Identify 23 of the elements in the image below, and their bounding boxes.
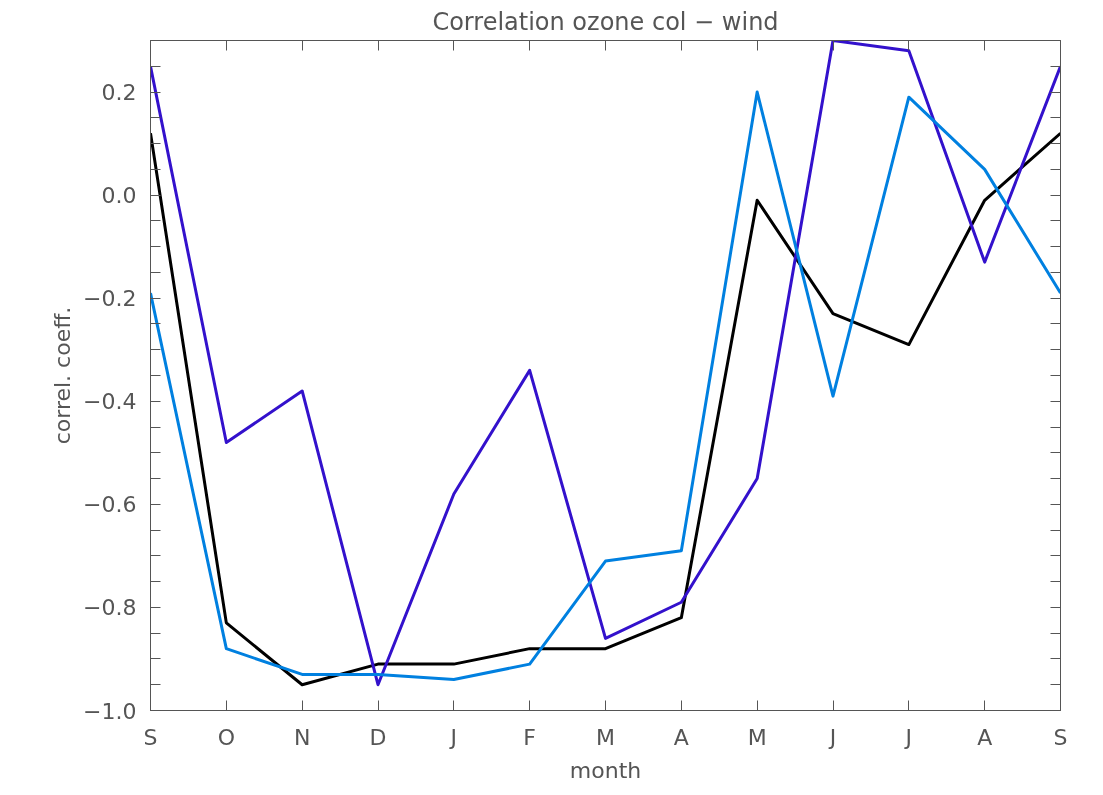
x-tick-label: S — [1053, 724, 1068, 750]
x-tick-label: M — [747, 724, 767, 750]
y-tick-label: −0.4 — [83, 389, 137, 415]
x-tick-label: F — [523, 724, 536, 750]
x-tick-label: J — [827, 724, 837, 750]
x-tick-label: S — [143, 724, 158, 750]
y-axis-title: correl. coeff. — [50, 306, 76, 445]
x-tick-label: J — [903, 724, 913, 750]
x-tick-label: A — [977, 724, 993, 750]
x-tick-label: N — [293, 724, 311, 750]
y-tick-label: −0.2 — [83, 286, 137, 312]
y-tick-label: −0.6 — [83, 492, 137, 518]
y-tick-label: −1.0 — [83, 698, 137, 724]
x-tick-label: M — [596, 724, 615, 750]
x-tick-label: J — [448, 724, 458, 750]
y-tick-label: −0.8 — [83, 595, 137, 621]
y-tick-label: 0.2 — [101, 80, 137, 106]
x-tick-label: D — [369, 724, 387, 750]
x-tick-label: A — [673, 724, 689, 750]
x-axis-title: month — [569, 757, 642, 783]
x-tick-label: O — [217, 724, 235, 750]
chart-title: Correlation ozone col − wind — [432, 7, 779, 36]
y-tick-label: 0.0 — [101, 183, 137, 209]
